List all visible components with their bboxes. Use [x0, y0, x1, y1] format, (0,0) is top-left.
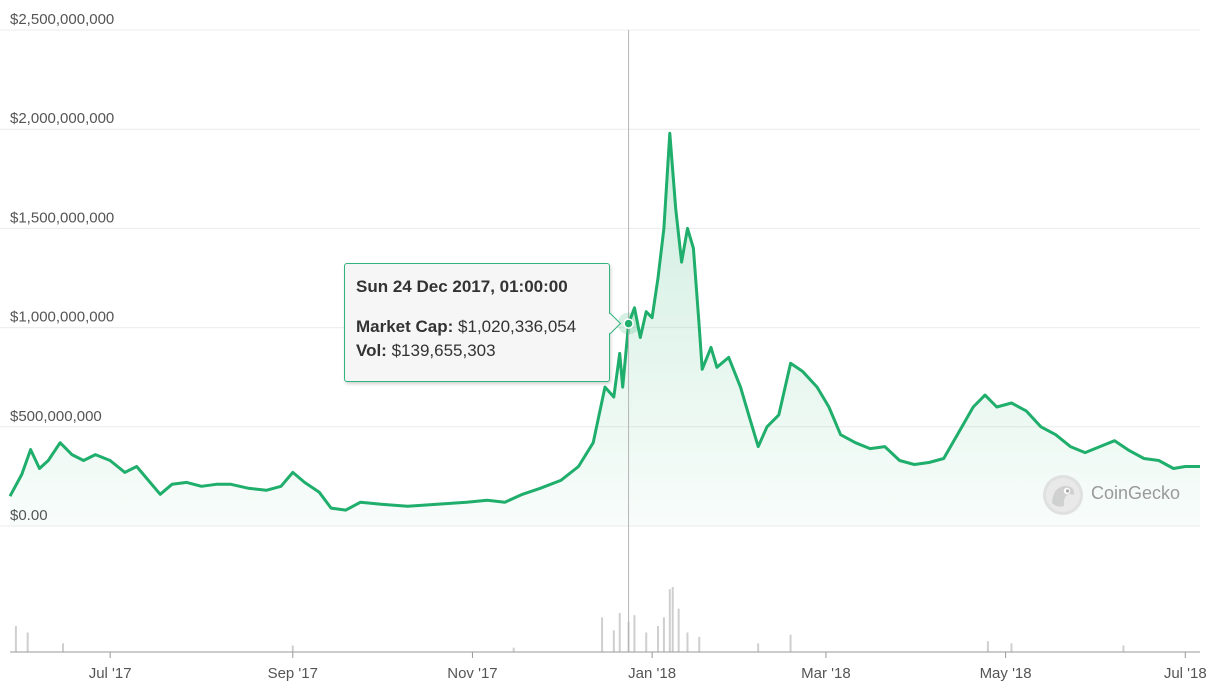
y-tick-label: $500,000,000 — [10, 408, 102, 425]
x-tick-label: Jul '17 — [89, 665, 132, 682]
volume-bar — [789, 634, 792, 652]
tooltip-market-cap-label: Market Cap: — [356, 317, 454, 336]
volume-bar — [698, 636, 701, 652]
volume-bar — [26, 632, 29, 652]
y-tick-label: $2,500,000,000 — [10, 11, 114, 28]
x-tick-label: May '18 — [980, 665, 1032, 682]
volume-bar — [612, 630, 615, 652]
volume-bar — [618, 613, 621, 652]
x-tick-label: Sep '17 — [268, 665, 318, 682]
x-tick-label: Jan '18 — [628, 665, 676, 682]
x-axis: Jul '17 Sep '17 Nov '17 Jan '18 Mar '18 May '… — [10, 651, 1207, 682]
volume-bars — [14, 587, 1125, 652]
tooltip-volume-value: $139,655,303 — [391, 341, 496, 360]
tooltip-date: Sun 24 Dec 2017, 01:00:00 — [356, 277, 568, 296]
tooltip-market-cap: Market Cap: $1,020,336,054 — [356, 315, 598, 339]
y-tick-label: $1,000,000,000 — [10, 309, 114, 326]
volume-bar — [1122, 645, 1125, 652]
x-tick-label: Jul '18 — [1164, 665, 1207, 682]
volume-bar — [686, 632, 689, 652]
tooltip-volume-label: Vol: — [356, 341, 387, 360]
volume-bar — [668, 589, 671, 652]
volume-bar — [512, 647, 515, 652]
y-tick-label: $2,000,000,000 — [10, 110, 114, 127]
volume-bar — [662, 617, 665, 652]
hover-point[interactable] — [623, 318, 634, 329]
coingecko-watermark: CoinGecko — [1043, 475, 1203, 515]
watermark-brand: CoinGecko — [1091, 483, 1181, 503]
tooltip-volume: Vol: $139,655,303 — [356, 339, 598, 363]
market-cap-line — [8, 131, 1200, 512]
tooltip-market-cap-value: $1,020,336,054 — [458, 317, 577, 336]
volume-bar — [291, 645, 294, 652]
volume-bar — [633, 615, 636, 652]
volume-bar — [657, 626, 660, 652]
volume-bar — [601, 617, 604, 652]
chart-tooltip: Sun 24 Dec 2017, 01:00:00 Market Cap: $1… — [344, 263, 610, 382]
volume-bar — [671, 587, 674, 652]
y-axis-labels: $2,500,000,000 $2,000,000,000 $1,500,000,0… — [10, 11, 114, 524]
volume-bar — [757, 643, 760, 652]
volume-bar — [677, 608, 680, 652]
volume-bar — [986, 641, 989, 652]
volume-bar — [62, 643, 65, 652]
x-tick-label: Mar '18 — [801, 665, 851, 682]
y-tick-label: $1,500,000,000 — [10, 209, 114, 226]
volume-bar — [645, 632, 648, 652]
volume-bar — [1010, 643, 1013, 652]
gecko-logo-icon — [1043, 475, 1083, 515]
x-tick-label: Nov '17 — [447, 665, 497, 682]
volume-bar — [14, 626, 17, 652]
